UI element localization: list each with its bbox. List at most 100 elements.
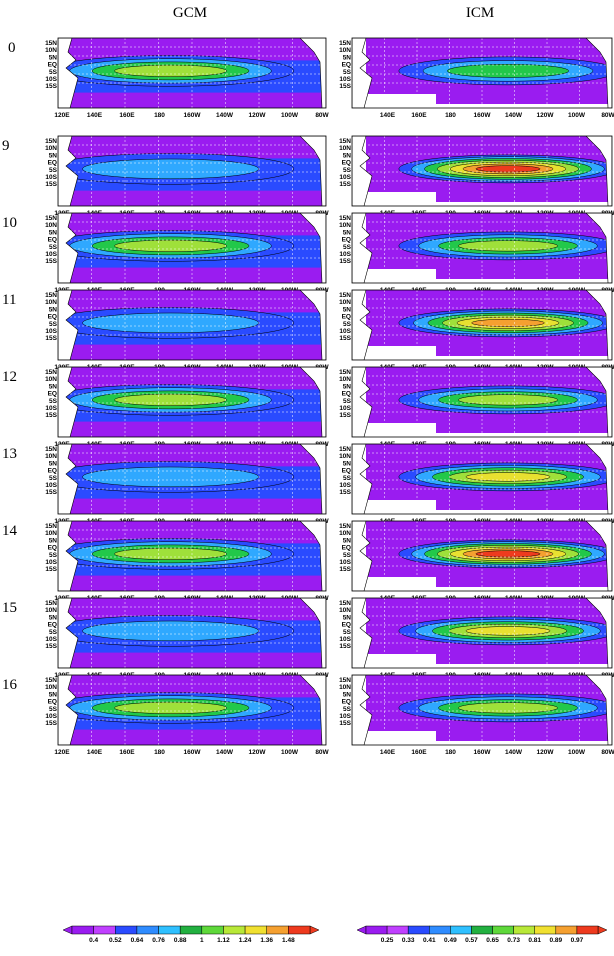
colorbar-swatch [365, 925, 388, 935]
colorbar-arrow [356, 925, 367, 935]
land-east [585, 38, 612, 108]
blank-corner [366, 269, 436, 283]
blank-corner [366, 500, 436, 514]
land-east [299, 521, 326, 591]
map-panel [58, 444, 326, 514]
land-west [58, 521, 79, 591]
map-panel [352, 598, 612, 668]
colorbar-label: 1 [200, 937, 204, 944]
colorbar-swatch [450, 925, 472, 935]
row-label: 13 [2, 446, 17, 462]
lon-label: 120W [537, 749, 555, 756]
colorbar-swatch [136, 925, 159, 935]
land-east [585, 367, 612, 437]
map-panel [58, 521, 326, 591]
lat-label: 10S [339, 559, 351, 566]
land-east [299, 444, 326, 514]
blank-corner [366, 654, 436, 668]
lat-label: 5S [49, 706, 58, 713]
panel-frame [351, 443, 613, 515]
colorbar-swatch [223, 925, 246, 935]
panel-frame [351, 674, 613, 746]
lat-label: 10S [45, 174, 57, 181]
lat-label: 5N [343, 54, 352, 61]
land-west [58, 367, 79, 437]
lon-label: 140W [505, 749, 523, 756]
lat-label: 10S [339, 251, 351, 258]
lat-label: 10S [45, 713, 57, 720]
lat-label: 15S [339, 83, 351, 90]
lat-label: 15N [339, 138, 351, 145]
lon-label: 160W [474, 749, 492, 756]
lat-label: 15N [339, 369, 351, 376]
land-east [299, 136, 326, 206]
contour-band [82, 312, 259, 334]
lat-label: 10N [45, 530, 57, 537]
lat-label: 15S [339, 181, 351, 188]
colorbar-label: 0.81 [528, 937, 541, 944]
lat-label: EQ [342, 237, 351, 244]
lon-label: 80W [315, 749, 329, 756]
lon-label: 140W [505, 112, 523, 119]
lat-label: 5S [49, 321, 58, 328]
lat-label: 5N [343, 383, 352, 390]
colorbar-arrow [309, 925, 320, 935]
lat-label: EQ [342, 314, 351, 321]
lat-label: 15N [45, 40, 57, 47]
lat-label: EQ [342, 545, 351, 552]
colorbar-label: 0.76 [152, 937, 165, 944]
lon-label: 160W [184, 749, 202, 756]
lat-label: 5N [49, 691, 58, 698]
lat-label: 10N [45, 47, 57, 54]
land-east [585, 213, 612, 283]
lat-label: 5S [343, 167, 352, 174]
map-panel [352, 675, 612, 745]
colorbar-swatch [386, 925, 409, 935]
lat-label: 10S [339, 482, 351, 489]
lat-label: 10N [45, 453, 57, 460]
land-east [299, 290, 326, 360]
lat-label: 10N [339, 145, 351, 152]
lat-label: 15N [339, 40, 351, 47]
lon-label: 160E [411, 112, 427, 119]
colorbar-label: 0.57 [465, 937, 478, 944]
colorbar-swatch [93, 925, 116, 935]
contour-band [82, 620, 259, 642]
land-west [352, 136, 373, 206]
map-panel [58, 38, 326, 108]
row-label: 0 [8, 40, 16, 56]
lat-label: 15N [339, 523, 351, 530]
blank-corner [366, 577, 436, 591]
lat-label: 15S [339, 566, 351, 573]
lon-label: 140E [87, 749, 103, 756]
contour-band [475, 550, 541, 558]
lon-label: 100W [568, 112, 586, 119]
land-east [585, 521, 612, 591]
lat-label: 5N [49, 306, 58, 313]
land-east [299, 598, 326, 668]
colorbar-swatch [513, 925, 535, 935]
lon-label: 80W [315, 112, 329, 119]
lat-label: 10N [45, 222, 57, 229]
lat-label: 15S [45, 258, 57, 265]
lat-label: 10N [45, 145, 57, 152]
colorbar-swatch [244, 925, 267, 935]
map-panel [352, 521, 612, 591]
lat-label: 5N [343, 537, 352, 544]
lat-label: EQ [48, 391, 57, 398]
lat-label: 10N [339, 376, 351, 383]
blank-corner [366, 192, 436, 206]
contour-band [447, 64, 569, 78]
land-east [299, 213, 326, 283]
panel-frame [351, 597, 613, 669]
lat-label: 10N [45, 684, 57, 691]
lat-label: 5S [343, 475, 352, 482]
lat-label: 15S [45, 643, 57, 650]
map-panel [352, 38, 612, 108]
land-west [352, 675, 373, 745]
colorbar-label: 0.73 [507, 937, 520, 944]
blank-corner [366, 346, 436, 360]
lat-label: 15N [339, 677, 351, 684]
panel-frame [57, 674, 327, 746]
lat-label: 15S [45, 181, 57, 188]
